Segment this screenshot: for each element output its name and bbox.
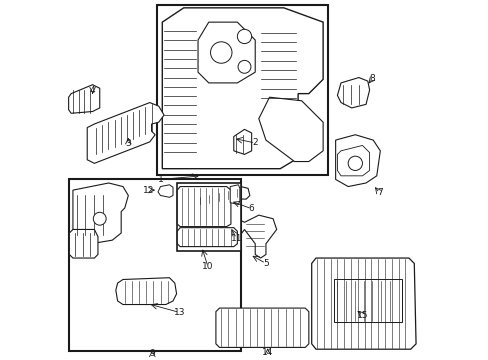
Text: 3: 3 bbox=[125, 139, 131, 148]
Text: 10: 10 bbox=[202, 262, 213, 271]
Circle shape bbox=[347, 156, 362, 171]
Polygon shape bbox=[177, 228, 237, 247]
Circle shape bbox=[238, 60, 250, 73]
Circle shape bbox=[210, 42, 231, 63]
Bar bbox=[68, 179, 241, 351]
Polygon shape bbox=[233, 129, 251, 154]
Polygon shape bbox=[177, 186, 230, 226]
Text: 2: 2 bbox=[252, 139, 258, 148]
Polygon shape bbox=[87, 103, 164, 163]
Polygon shape bbox=[198, 22, 255, 83]
Text: 4: 4 bbox=[90, 86, 95, 95]
Text: 7: 7 bbox=[376, 189, 382, 198]
Text: 8: 8 bbox=[369, 74, 375, 83]
Polygon shape bbox=[212, 215, 276, 258]
Text: 14: 14 bbox=[262, 348, 273, 357]
Polygon shape bbox=[68, 85, 100, 113]
Circle shape bbox=[237, 29, 251, 44]
Polygon shape bbox=[216, 308, 308, 347]
Text: 5: 5 bbox=[263, 259, 268, 268]
Polygon shape bbox=[337, 77, 369, 108]
Polygon shape bbox=[158, 185, 173, 197]
Polygon shape bbox=[116, 278, 176, 305]
Polygon shape bbox=[69, 229, 98, 258]
Bar bbox=[157, 5, 328, 175]
Polygon shape bbox=[230, 185, 239, 204]
Bar bbox=[176, 183, 241, 251]
Text: 15: 15 bbox=[356, 311, 367, 320]
Polygon shape bbox=[311, 258, 415, 349]
Polygon shape bbox=[335, 135, 380, 186]
Text: 9: 9 bbox=[149, 349, 155, 358]
Text: 12: 12 bbox=[143, 186, 154, 195]
Text: 1: 1 bbox=[157, 175, 163, 184]
Polygon shape bbox=[337, 145, 369, 176]
Polygon shape bbox=[192, 186, 249, 208]
Text: 13: 13 bbox=[173, 308, 185, 317]
Text: 11: 11 bbox=[230, 234, 242, 243]
Polygon shape bbox=[162, 8, 323, 169]
Polygon shape bbox=[258, 97, 323, 162]
Text: 6: 6 bbox=[248, 204, 254, 213]
Polygon shape bbox=[73, 183, 128, 244]
Bar bbox=[333, 279, 401, 323]
Circle shape bbox=[93, 212, 106, 225]
